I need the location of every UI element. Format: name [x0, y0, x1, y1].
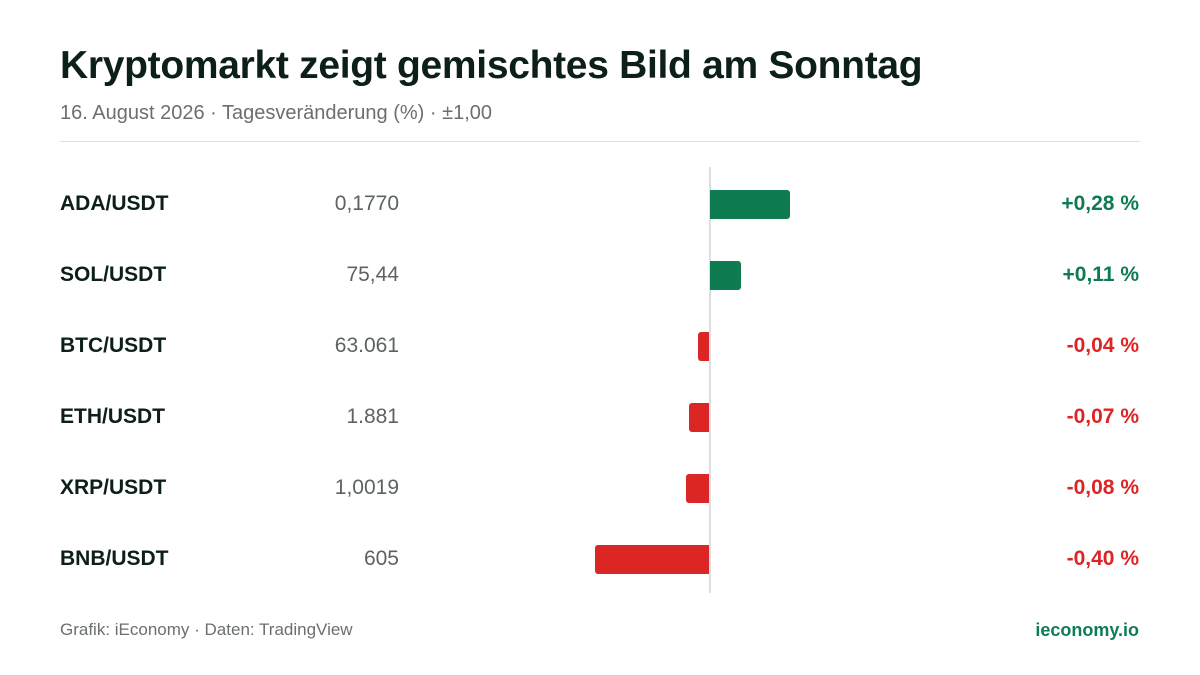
change-value-label: -0,40 %	[1066, 547, 1139, 570]
source-credit: Grafik: iEconomy · Daten: TradingView	[60, 620, 353, 639]
chart-row-sol-usdt: SOL/USDT 75,44 +0,11 %	[0, 239, 1200, 310]
chart-row-bnb-usdt: BNB/USDT 605 -0,40 %	[0, 523, 1200, 594]
zero-axis-line	[709, 167, 711, 593]
change-value-label: +0,28 %	[1061, 192, 1139, 215]
brand-logo-text[interactable]: ieconomy.io	[1035, 620, 1139, 640]
pair-label: BTC/USDT	[60, 334, 167, 357]
chart-title: Kryptomarkt zeigt gemischtes Bild am Son…	[60, 44, 923, 87]
chart-subtitle: 16. August 2026 · Tagesveränderung (%) ·…	[60, 102, 492, 124]
change-bar	[595, 545, 709, 574]
price-label: 75,44	[346, 263, 399, 286]
chart-row-xrp-usdt: XRP/USDT 1,0019 -0,08 %	[0, 452, 1200, 523]
change-bar	[710, 261, 742, 290]
change-value-label: -0,07 %	[1066, 405, 1139, 428]
change-bar	[689, 403, 709, 432]
price-label: 1,0019	[334, 476, 399, 499]
price-label: 63.061	[334, 334, 399, 357]
price-label: 605	[363, 547, 399, 570]
change-value-label: -0,08 %	[1066, 476, 1139, 499]
price-label: 1.881	[346, 405, 399, 428]
change-bar	[710, 190, 790, 219]
chart-row-eth-usdt: ETH/USDT 1.881 -0,07 %	[0, 381, 1200, 452]
pair-label: SOL/USDT	[60, 263, 167, 286]
change-bar	[697, 332, 709, 361]
chart-row-btc-usdt: BTC/USDT 63.061 -0,04 %	[0, 310, 1200, 381]
pair-label: ADA/USDT	[60, 192, 169, 215]
header-divider	[60, 141, 1140, 142]
pair-label: XRP/USDT	[60, 476, 167, 499]
chart-row-ada-usdt: ADA/USDT 0,1770 +0,28 %	[0, 168, 1200, 239]
change-bar	[686, 474, 709, 503]
price-label: 0,1770	[334, 192, 399, 215]
pair-label: ETH/USDT	[60, 405, 165, 428]
change-value-label: -0,04 %	[1066, 334, 1139, 357]
change-value-label: +0,11 %	[1062, 263, 1139, 286]
pair-label: BNB/USDT	[60, 547, 169, 570]
